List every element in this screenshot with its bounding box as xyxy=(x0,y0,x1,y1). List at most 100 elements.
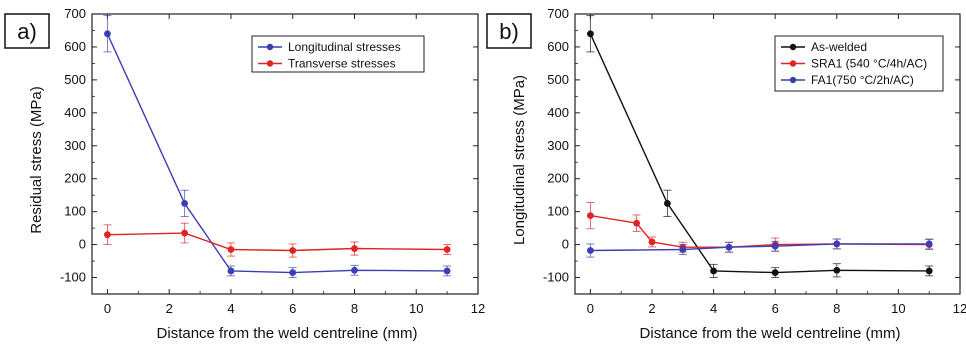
x-tick-label: 6 xyxy=(772,301,779,316)
x-axis-label: Distance from the weld centreline (mm) xyxy=(157,325,418,342)
panel-label: b) xyxy=(499,19,519,44)
y-tick-label: 400 xyxy=(547,105,569,120)
series-line xyxy=(106,33,448,274)
x-tick-label: 0 xyxy=(104,301,111,316)
y-tick-label: -100 xyxy=(60,270,86,285)
y-axis-label: Longitudinal stress (MPa) xyxy=(511,75,528,245)
legend: As-welded SRA1 (540 °C/4h/AC) FA1(750 °C/2… xyxy=(774,35,944,92)
data-point xyxy=(833,240,841,248)
data-point xyxy=(587,212,594,220)
plot-area: -100 0 100 200 300 400 500 600 700 0 2 4 6 8 10 12 As-we… xyxy=(543,6,966,316)
x-tick-label: 0 xyxy=(587,301,594,316)
panel-label-box xyxy=(486,13,532,49)
data-point xyxy=(443,246,451,253)
series-2 xyxy=(586,238,934,258)
x-tick-label: 8 xyxy=(833,301,840,316)
x-tick-label: 12 xyxy=(471,301,485,316)
legend-swatch-marker xyxy=(266,60,274,67)
y-tick-label: 600 xyxy=(64,39,86,54)
panel-label-box xyxy=(4,13,50,49)
legend-item: SRA1 (540 °C/4h/AC) xyxy=(781,57,927,71)
y-tick-label: 700 xyxy=(64,6,86,21)
legend-label: Longitudinal stresses xyxy=(288,40,401,54)
plot-frame xyxy=(574,13,961,295)
y-tick-label: 100 xyxy=(64,204,86,219)
y-tick-label: 0 xyxy=(79,237,86,252)
x-tick-label: 6 xyxy=(289,301,296,316)
y-tick-label: 700 xyxy=(547,6,569,21)
panel-b: b) Longitudinal stress (MPa) Distance fr… xyxy=(486,6,966,342)
y-tick-label: 200 xyxy=(547,171,569,186)
legend-item: As-welded xyxy=(781,40,867,54)
data-point xyxy=(587,247,594,254)
data-point xyxy=(833,266,841,274)
y-tick-label: 400 xyxy=(64,105,86,120)
data-point xyxy=(181,200,189,207)
data-point xyxy=(351,245,358,252)
plot-frame xyxy=(91,13,479,295)
series-1 xyxy=(103,222,452,258)
series-line xyxy=(590,243,930,252)
data-point xyxy=(725,243,733,251)
y-tick-label: 300 xyxy=(64,138,86,153)
data-point xyxy=(351,266,358,274)
x-tick-label: 2 xyxy=(648,301,655,316)
data-point xyxy=(104,231,111,239)
legend-label: As-welded xyxy=(811,40,867,54)
legend-label: Transverse stresses xyxy=(288,57,396,71)
legend: Longitudinal stresses Transverse stresses xyxy=(251,35,425,73)
y-tick-label: 100 xyxy=(547,204,569,219)
series-line xyxy=(589,33,930,274)
x-tick-label: 8 xyxy=(351,301,358,316)
y-tick-label: 600 xyxy=(547,39,569,54)
data-point xyxy=(648,238,656,246)
data-point xyxy=(181,229,189,237)
x-tick-label: 4 xyxy=(227,301,234,316)
y-tick-label: 200 xyxy=(64,171,86,186)
legend-item: FA1(750 °C/2h/AC) xyxy=(781,73,914,87)
data-point xyxy=(104,30,111,38)
x-tick-label: 10 xyxy=(891,301,905,316)
y-tick-label: 0 xyxy=(562,237,569,252)
data-point xyxy=(227,246,235,253)
x-tick-label: 2 xyxy=(166,301,173,316)
y-tick-label: -100 xyxy=(543,270,569,285)
data-point xyxy=(633,219,640,227)
y-tick-label: 500 xyxy=(547,72,569,87)
x-tick-label: 4 xyxy=(710,301,717,316)
legend-swatch-marker xyxy=(789,60,797,67)
legend-label: SRA1 (540 °C/4h/AC) xyxy=(811,57,927,71)
data-point xyxy=(289,247,297,254)
y-tick-label: 500 xyxy=(64,72,86,87)
data-point xyxy=(664,200,671,207)
data-point xyxy=(710,267,717,275)
data-point xyxy=(227,267,235,275)
legend-swatch-marker xyxy=(789,43,797,51)
legend-swatch-marker xyxy=(789,76,797,84)
y-axis-label: Residual stress (MPa) xyxy=(28,86,45,234)
data-point xyxy=(679,246,687,253)
data-point xyxy=(925,240,933,248)
data-point xyxy=(587,30,594,38)
x-tick-label: 10 xyxy=(409,301,423,316)
data-point xyxy=(289,269,297,276)
data-point xyxy=(443,267,451,275)
x-axis-label: Distance from the weld centreline (mm) xyxy=(640,325,901,342)
plot-area: -100 0 100 200 300 400 500 600 700 0 2 4 6 8 10 12 Longi… xyxy=(60,6,485,316)
series-0 xyxy=(103,15,452,278)
panel-label: a) xyxy=(17,19,37,44)
data-point xyxy=(771,269,779,276)
x-tick-label: 12 xyxy=(953,301,966,316)
series-line xyxy=(107,232,448,252)
series-1 xyxy=(586,201,934,253)
legend-item: Longitudinal stresses xyxy=(258,40,401,54)
series-0 xyxy=(586,15,934,278)
y-tick-label: 300 xyxy=(547,138,569,153)
legend-box xyxy=(251,35,425,73)
data-point xyxy=(925,267,933,275)
legend-swatch-marker xyxy=(266,43,274,51)
legend-label: FA1(750 °C/2h/AC) xyxy=(811,73,914,87)
data-point xyxy=(771,242,779,250)
series-line xyxy=(590,214,930,248)
